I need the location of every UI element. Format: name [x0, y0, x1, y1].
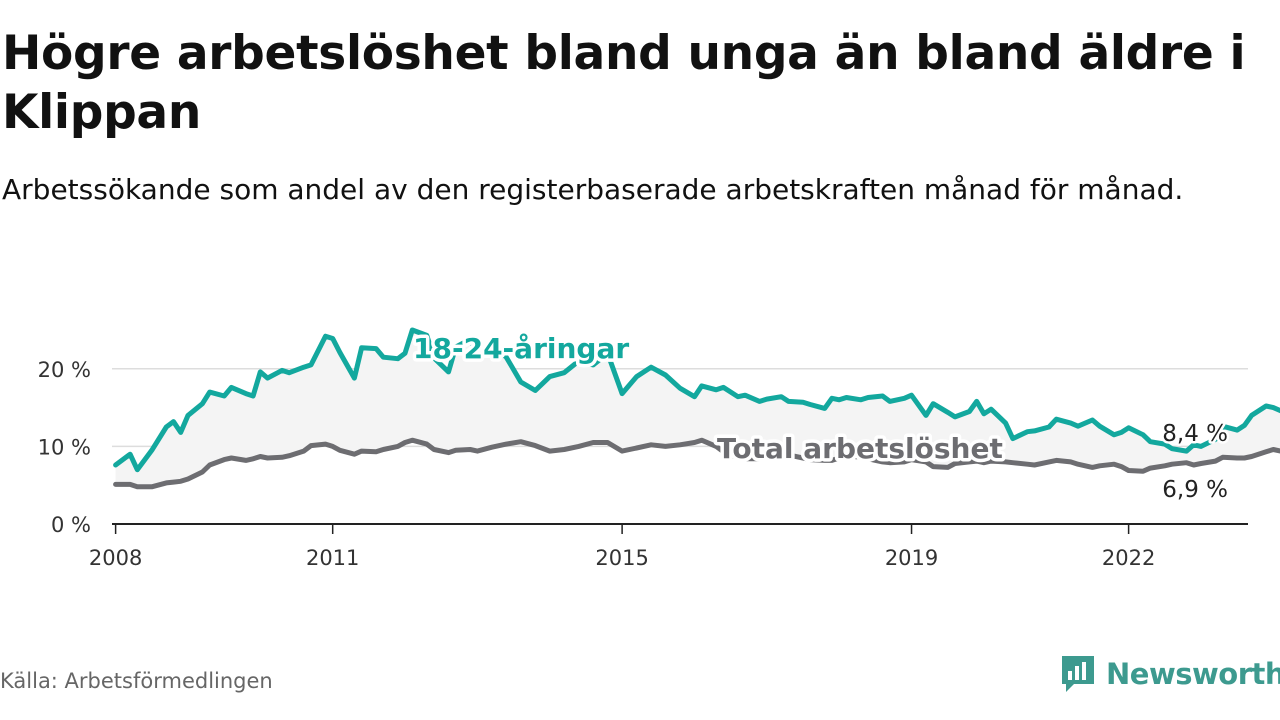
x-tick-label: 2022 — [1102, 546, 1155, 570]
chart-subtitle: Arbetssökande som andel av den registerb… — [2, 173, 1184, 206]
series-line-total — [113, 437, 1280, 490]
y-tick-label: 10 % — [38, 435, 91, 459]
end-value-youth: 8,4 % — [1162, 421, 1228, 447]
y-tick-label: 20 % — [38, 358, 91, 382]
shaded-band — [115, 330, 1280, 487]
series-line-youth — [113, 327, 1280, 473]
x-tick-label: 2008 — [89, 546, 142, 570]
series-lines — [113, 327, 1280, 490]
bar-chart-logo-icon — [1062, 656, 1094, 692]
end-value-total: 6,9 % — [1162, 477, 1228, 503]
source-note: Källa: Arbetsförmedlingen — [0, 669, 273, 693]
x-axis: 2008 2011 2015 2019 2022 — [89, 523, 1248, 570]
series-labels: 18-24-åringar Total arbetslöshet 8,4 % 6,9 … — [410, 329, 1231, 506]
y-tick-label: 0 % — [51, 513, 91, 537]
x-tick-label: 2019 — [885, 546, 938, 570]
series-label-youth: 18-24-åringar — [413, 332, 629, 365]
newsworthy-logo[interactable]: Newsworthy — [1060, 654, 1280, 694]
logo-text: Newsworthy — [1106, 657, 1280, 691]
chart-title: Högre arbetslöshet bland unga än bland ä… — [2, 26, 1246, 140]
series-label-total: Total arbetslöshet — [717, 432, 1003, 465]
x-tick-label: 2011 — [306, 546, 359, 570]
range-band — [115, 330, 1280, 487]
x-tick-label: 2015 — [595, 546, 648, 570]
